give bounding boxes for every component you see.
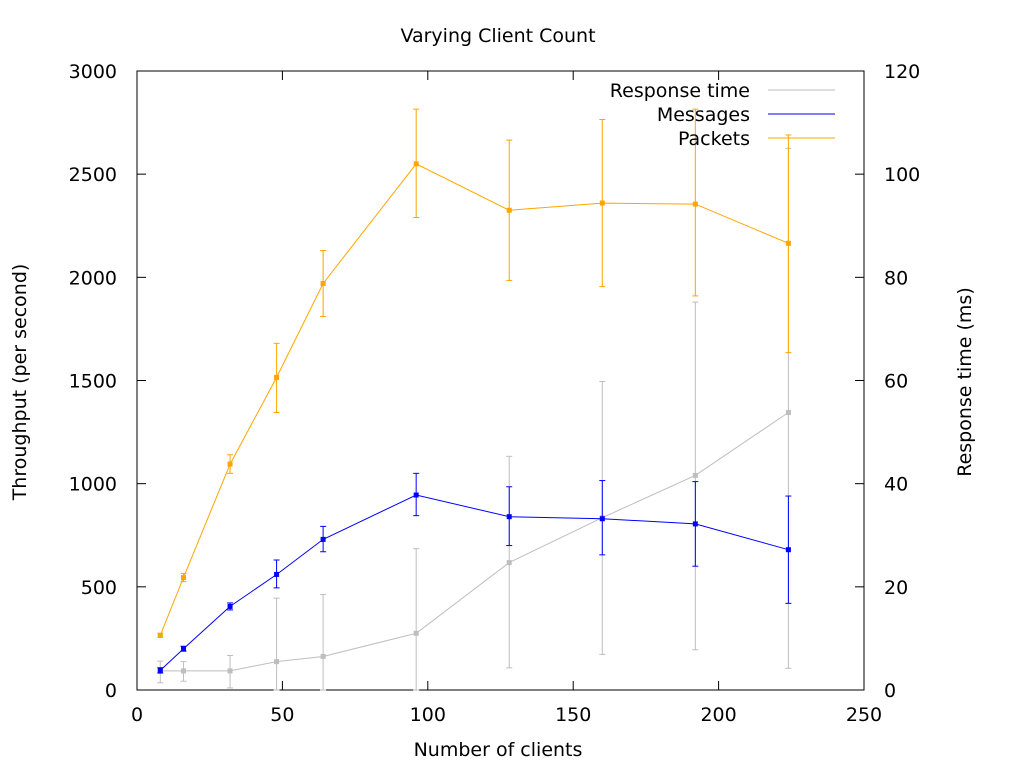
data-point — [227, 668, 233, 674]
y2-axis-title: Response time (ms) — [954, 287, 976, 477]
data-point — [274, 659, 280, 665]
legend-label: Response time — [610, 80, 750, 102]
x-tick-label: 150 — [555, 704, 591, 726]
data-point — [227, 461, 233, 467]
series-layer — [157, 108, 792, 691]
series-messages — [157, 472, 792, 674]
x-tick-label: 0 — [131, 704, 143, 726]
y2-tick-label: 60 — [884, 371, 908, 393]
data-point — [692, 472, 698, 478]
x-tick-label: 200 — [700, 704, 736, 726]
y-tick-label: 3000 — [69, 61, 117, 83]
x-tick-label: 250 — [846, 704, 882, 726]
y-axis-title: Throughput (per second) — [9, 264, 31, 502]
x-axis: 0 50 100 150 200 250 — [131, 71, 882, 726]
legend-label: Messages — [657, 104, 750, 126]
data-point — [320, 536, 326, 542]
series-line — [159, 163, 789, 636]
data-point — [599, 200, 605, 206]
data-point — [157, 667, 163, 673]
y-axis-left: 0 500 1000 1500 2000 2500 3000 — [69, 61, 146, 702]
data-point — [181, 575, 187, 581]
data-point — [181, 668, 187, 674]
series-line — [160, 412, 789, 672]
y2-tick-label: 40 — [884, 474, 908, 496]
x-tick-label: 50 — [270, 704, 294, 726]
data-point — [274, 374, 280, 380]
y-tick-label: 500 — [81, 577, 117, 599]
chart-title: Varying Client Count — [400, 25, 595, 47]
data-point — [320, 281, 326, 287]
data-point — [785, 240, 791, 246]
data-point — [785, 547, 791, 553]
data-point — [692, 521, 698, 527]
legend-label: Packets — [678, 128, 750, 150]
data-point — [413, 630, 419, 636]
data-point — [274, 571, 280, 577]
series-packets — [157, 108, 792, 638]
data-point — [157, 632, 163, 638]
y2-tick-label: 20 — [884, 577, 908, 599]
y2-tick-label: 120 — [884, 61, 920, 83]
y-tick-label: 1500 — [69, 371, 117, 393]
x-axis-title: Number of clients — [414, 739, 583, 761]
data-point — [227, 603, 233, 609]
data-point — [599, 516, 605, 522]
data-point — [320, 653, 326, 659]
data-point — [506, 514, 512, 520]
data-point — [506, 207, 512, 213]
x-tick-label: 100 — [410, 704, 446, 726]
data-point — [413, 161, 419, 167]
y-axis-right: 0 20 40 60 80 100 120 — [855, 61, 920, 702]
y-tick-label: 2500 — [69, 164, 117, 186]
plot-frame — [136, 70, 865, 691]
y2-tick-label: 0 — [884, 680, 896, 702]
y-tick-label: 1000 — [69, 474, 117, 496]
data-point — [413, 492, 419, 498]
y2-tick-label: 80 — [884, 267, 908, 289]
data-point — [785, 409, 791, 415]
data-point — [692, 201, 698, 207]
series-line — [159, 494, 789, 671]
series-response-time — [157, 147, 792, 691]
y-tick-label: 0 — [105, 680, 117, 702]
y2-tick-label: 100 — [884, 164, 920, 186]
data-point — [506, 560, 512, 566]
y-tick-label: 2000 — [69, 267, 117, 289]
data-point — [181, 646, 187, 652]
